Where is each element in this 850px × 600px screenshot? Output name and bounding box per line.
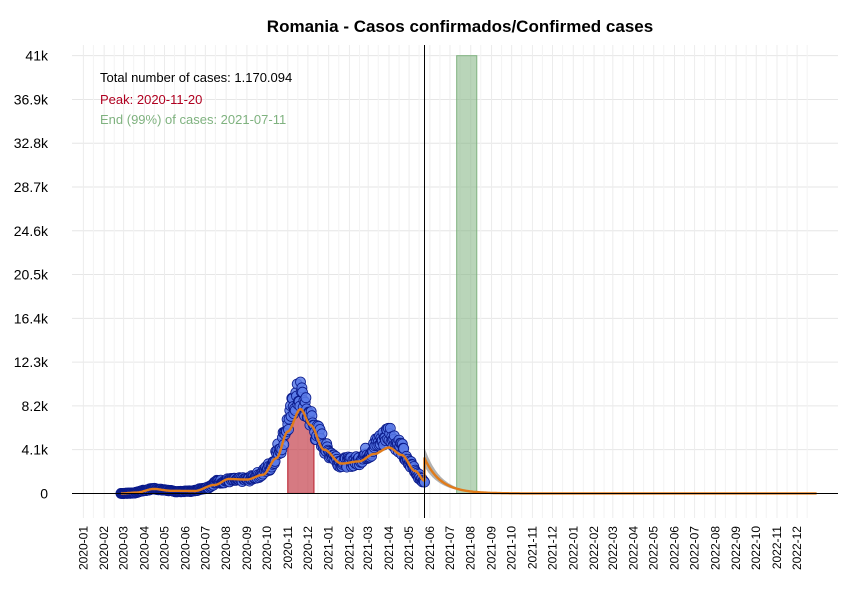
- x-tick-label: 2022-08: [708, 526, 722, 570]
- end-band: [456, 55, 478, 494]
- y-tick-label: 32.8k: [14, 135, 49, 151]
- x-tick-label: 2020-08: [219, 526, 233, 570]
- y-tick-label: 24.6k: [14, 223, 49, 239]
- axes: [72, 45, 838, 518]
- x-tick-label: 2020-09: [240, 526, 254, 570]
- x-tick-label: 2022-09: [729, 526, 743, 570]
- x-tick-label: 2021-01: [322, 526, 336, 570]
- y-tick-label: 0: [40, 485, 48, 501]
- x-tick-label: 2020-01: [76, 526, 90, 570]
- x-tick-label: 2020-04: [137, 526, 151, 570]
- x-tick-label: 2020-10: [260, 526, 274, 570]
- x-tick-label: 2020-05: [157, 526, 171, 570]
- grid: [72, 45, 838, 518]
- x-tick-label: 2021-11: [525, 526, 539, 569]
- chart-title: Romania - Casos confirmados/Confirmed ca…: [267, 17, 653, 36]
- x-tick-label: 2021-08: [464, 526, 478, 570]
- x-tick-label: 2020-02: [97, 526, 111, 570]
- y-tick-label: 41k: [25, 48, 49, 64]
- x-tick-label: 2022-06: [667, 526, 681, 570]
- x-tick-label: 2020-12: [301, 526, 315, 570]
- y-tick-label: 16.4k: [14, 310, 49, 326]
- annotation-end: End (99%) of cases: 2021-07-11: [100, 112, 286, 127]
- x-tick-labels: 2020-01 2020-02 2020-03 2020-04 2020-05 2020-…: [76, 526, 804, 570]
- x-tick-label: 2020-07: [198, 526, 212, 570]
- y-tick-label: 20.5k: [14, 267, 49, 283]
- x-tick-label: 2021-02: [342, 526, 356, 570]
- y-tick-label: 8.2k: [22, 398, 49, 414]
- x-tick-label: 2022-05: [647, 526, 661, 570]
- x-tick-label: 2021-09: [485, 526, 499, 570]
- x-tick-label: 2021-05: [402, 526, 416, 570]
- x-tick-label: 2021-10: [505, 526, 519, 570]
- x-tick-label: 2021-04: [382, 526, 396, 570]
- x-tick-label: 2020-03: [117, 526, 131, 570]
- x-tick-label: 2022-04: [627, 526, 641, 570]
- y-tick-label: 12.3k: [14, 354, 49, 370]
- data-point: [300, 392, 312, 404]
- y-tick-labels: 0 4.1k 8.2k 12.3k 16.4k 20.5k 24.6k 28.7k 32.8k 3…: [14, 48, 49, 502]
- y-tick-label: 36.9k: [14, 91, 49, 107]
- x-tick-label: 2022-03: [606, 526, 620, 570]
- x-tick-label: 2020-11: [281, 526, 295, 569]
- y-tick-label: 4.1k: [22, 442, 49, 458]
- y-tick-label: 28.7k: [14, 179, 49, 195]
- annotation-total: Total number of cases: 1.170.094: [100, 70, 292, 85]
- x-tick-label: 2022-11: [770, 526, 784, 569]
- x-tick-label: 2021-12: [546, 526, 560, 570]
- bands: [287, 55, 478, 495]
- x-tick-label: 2022-02: [587, 526, 601, 570]
- x-tick-label: 2021-06: [423, 526, 437, 570]
- x-tick-label: 2020-06: [178, 526, 192, 570]
- x-tick-label: 2021-07: [443, 526, 457, 570]
- x-tick-label: 2022-01: [566, 526, 580, 570]
- annotation-peak: Peak: 2020-11-20: [100, 92, 202, 107]
- x-tick-label: 2022-10: [749, 526, 763, 570]
- x-tick-label: 2022-07: [688, 526, 702, 570]
- x-tick-label: 2021-03: [361, 526, 375, 570]
- points: [115, 376, 430, 499]
- x-tick-label: 2022-12: [790, 526, 804, 570]
